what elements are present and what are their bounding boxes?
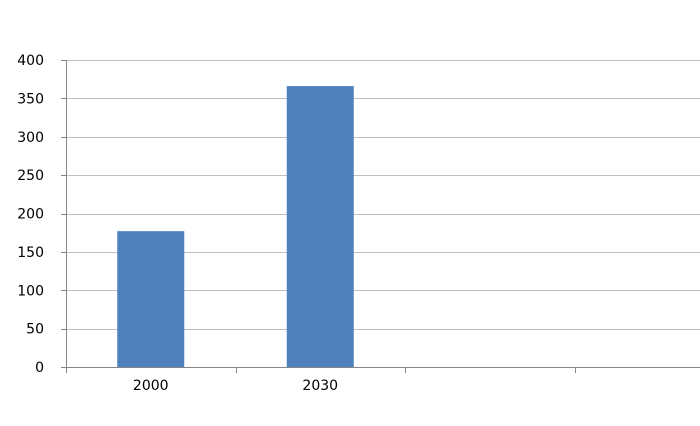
y-tick-label: 400 xyxy=(17,53,44,69)
y-tick-label: 150 xyxy=(17,245,44,261)
y-tick-labels: 0 50 100 150 200 250 300 350 400 xyxy=(17,53,44,376)
axes xyxy=(61,60,700,373)
y-tick-label: 50 xyxy=(26,322,44,338)
y-tick-label: 0 xyxy=(35,360,44,376)
y-tick-label: 250 xyxy=(17,168,44,184)
x-tick-label: 2000 xyxy=(133,378,169,394)
x-tick-label: 2030 xyxy=(302,378,338,394)
y-tick-label: 350 xyxy=(17,91,44,107)
y-tick-label: 300 xyxy=(17,130,44,146)
bar xyxy=(117,231,185,367)
bar xyxy=(286,86,354,367)
y-tick-label: 200 xyxy=(17,207,44,223)
bars xyxy=(117,86,354,367)
x-tick-labels: 2000 2030 xyxy=(133,378,338,394)
y-tick-label: 100 xyxy=(17,283,44,299)
